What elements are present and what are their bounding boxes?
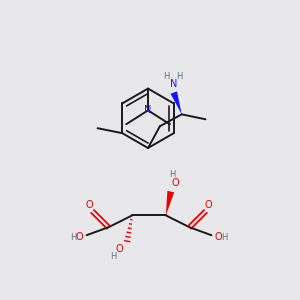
Text: H: H bbox=[70, 233, 77, 242]
Text: O: O bbox=[214, 232, 222, 242]
Text: N: N bbox=[144, 105, 152, 116]
Text: O: O bbox=[172, 178, 180, 188]
Text: O: O bbox=[116, 244, 123, 254]
Polygon shape bbox=[170, 92, 182, 114]
Text: O: O bbox=[205, 200, 212, 211]
Text: H: H bbox=[163, 72, 169, 81]
Text: H: H bbox=[110, 251, 116, 260]
Text: H: H bbox=[176, 72, 183, 81]
Text: O: O bbox=[76, 232, 84, 242]
Text: O: O bbox=[86, 200, 93, 211]
Polygon shape bbox=[166, 191, 174, 215]
Text: N: N bbox=[170, 79, 178, 88]
Text: H: H bbox=[169, 170, 176, 179]
Text: H: H bbox=[221, 233, 228, 242]
